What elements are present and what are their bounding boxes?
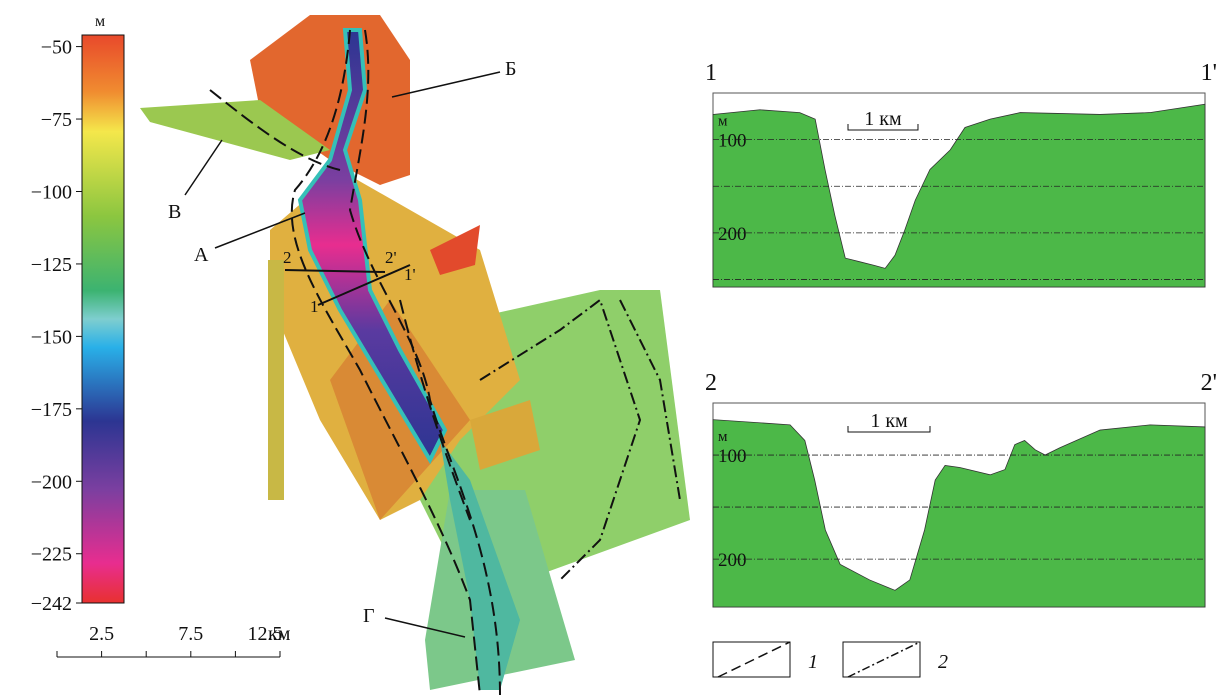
map-label: В bbox=[168, 201, 181, 223]
tick-label: 2.5 bbox=[89, 623, 114, 645]
map-label: Б bbox=[505, 58, 516, 80]
tick-label: 100 bbox=[718, 131, 747, 152]
tick-label: 200 bbox=[718, 224, 747, 245]
map-label: 2 bbox=[283, 248, 292, 267]
map-label: Г bbox=[363, 605, 375, 627]
tick-label: 200 bbox=[718, 550, 747, 571]
profile-start: 2 bbox=[705, 370, 717, 396]
profile-end: 1' bbox=[1201, 60, 1217, 86]
y-unit: м bbox=[718, 429, 728, 445]
pointer bbox=[185, 140, 222, 195]
legend-label: 2 bbox=[938, 651, 948, 673]
figure: м −50 −75 −100 −125 −150 −175 −200 −225 −242 2.5 7.… bbox=[0, 0, 1217, 695]
profile-start: 1 bbox=[705, 60, 717, 86]
scale-label: 1 км bbox=[864, 108, 902, 130]
tick-label: −200 bbox=[31, 471, 72, 493]
profile-end: 2' bbox=[1201, 370, 1217, 396]
tick-label: −75 bbox=[41, 109, 72, 131]
y-unit: м bbox=[718, 114, 728, 130]
tick-label: −100 bbox=[31, 181, 72, 203]
map-label: А bbox=[194, 244, 209, 266]
tick-label: 100 bbox=[718, 446, 747, 467]
colorbar-unit: м bbox=[95, 13, 105, 30]
tick-label: −150 bbox=[31, 326, 72, 348]
tick-label: −175 bbox=[31, 399, 72, 421]
survey-area bbox=[268, 260, 284, 500]
tick-label: 7.5 bbox=[178, 623, 203, 645]
map-label: 2' bbox=[385, 248, 397, 267]
map-label: 1' bbox=[404, 265, 416, 284]
tick-label: −50 bbox=[41, 37, 72, 59]
map-label: 1 bbox=[310, 297, 319, 316]
scale-label: 1 км bbox=[870, 410, 908, 432]
colorbar bbox=[82, 35, 124, 603]
legend-label: 1 bbox=[808, 651, 818, 673]
tick-label: −225 bbox=[31, 544, 72, 566]
tick-label: −125 bbox=[31, 254, 72, 276]
tick-label: −242 bbox=[31, 593, 72, 615]
map bbox=[140, 15, 690, 695]
scale-unit: км bbox=[268, 623, 291, 645]
